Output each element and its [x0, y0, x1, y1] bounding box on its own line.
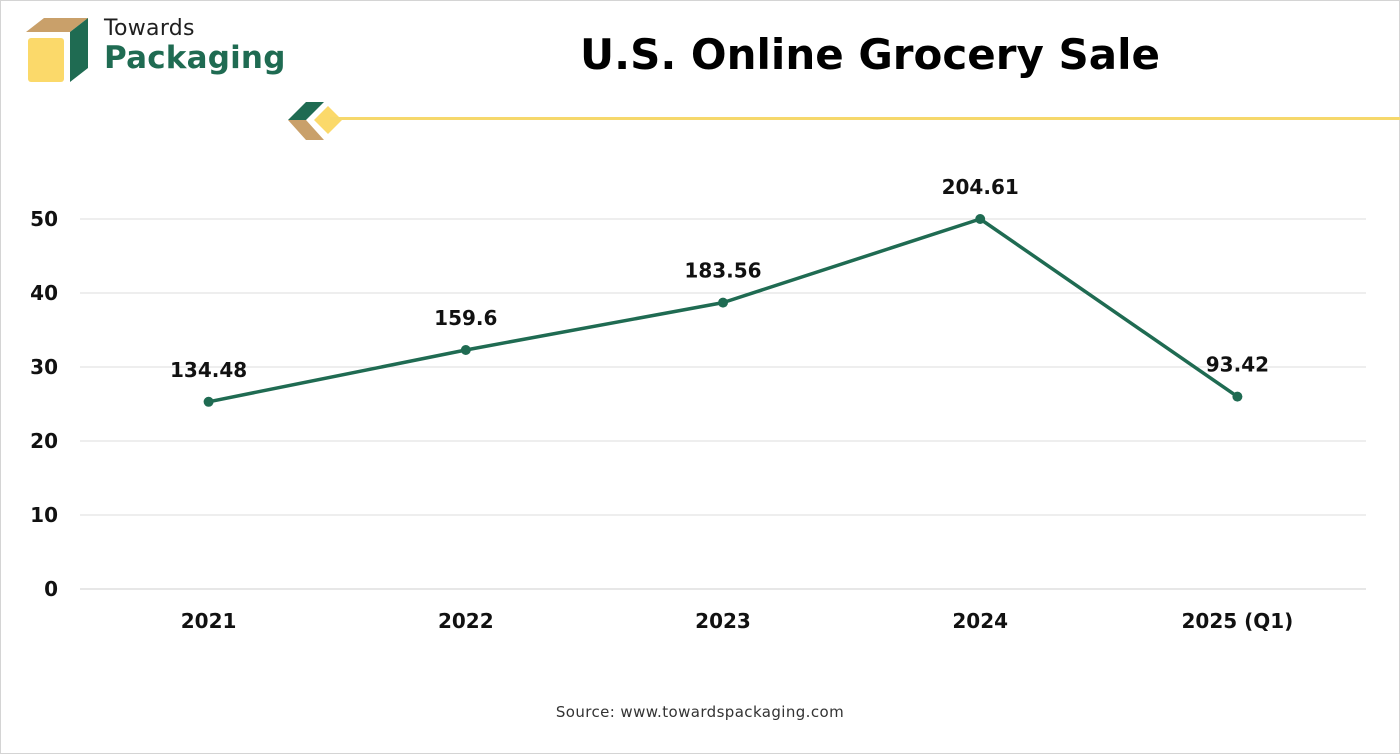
data-point: [1232, 391, 1243, 402]
data-point: [460, 344, 471, 355]
divider-diamond-icon: [288, 102, 342, 140]
x-tick-label: 2022: [438, 609, 494, 633]
line-chart: 0 10 20 30 40 50 2021 2022 2023 2024 2025 (Q1) 134.…: [30, 175, 1366, 633]
y-tick-label: 30: [30, 355, 58, 379]
chart-title: U.S. Online Grocery Sale: [580, 30, 1160, 79]
brand-name-line1: Towards: [104, 16, 195, 41]
brand-logo: Towards Packaging: [26, 16, 286, 88]
series-line: [208, 217, 1239, 404]
divider-line: [330, 117, 1400, 120]
x-tick-label: 2021: [181, 609, 237, 633]
source-note: Source: www.towardspackaging.com: [555, 703, 845, 721]
x-tick-label: 2025 (Q1): [1181, 609, 1293, 633]
x-tick-label: 2024: [952, 609, 1008, 633]
y-tick-label: 20: [30, 429, 58, 453]
box-logo-icon: [26, 18, 88, 82]
x-tick-label: 2023: [695, 609, 751, 633]
y-tick-label: 40: [30, 281, 58, 305]
data-label: 183.56: [684, 259, 761, 283]
brand-name-line2: Packaging: [104, 40, 286, 76]
data-point: [975, 214, 986, 224]
y-tick-label: 50: [30, 207, 58, 231]
data-label: 159.6: [434, 306, 497, 330]
data-point: [718, 297, 728, 308]
y-tick-label: 10: [30, 503, 58, 527]
data-label: 204.61: [942, 175, 1019, 199]
data-label: 93.42: [1206, 353, 1269, 377]
y-tick-label: 0: [44, 577, 58, 601]
data-label: 134.48: [170, 358, 247, 382]
data-point: [203, 396, 214, 407]
